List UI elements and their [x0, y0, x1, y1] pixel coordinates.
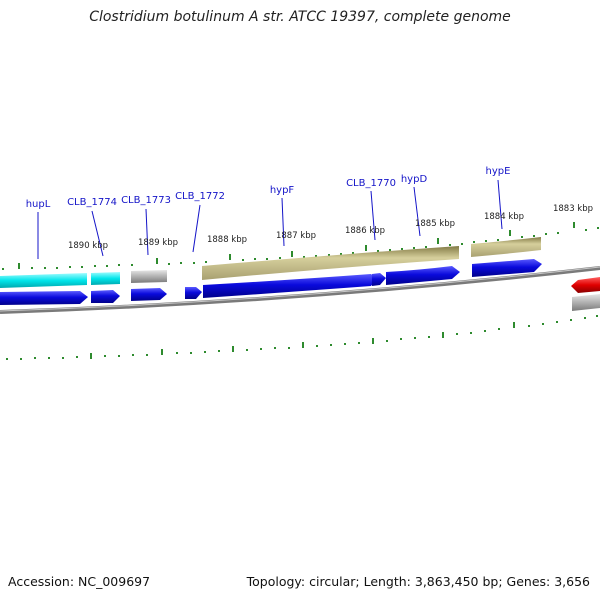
gene-label-hypf[interactable]: hypF: [270, 185, 295, 196]
gene-arrow-clb-1774[interactable]: [91, 290, 120, 303]
gene-arrow-clb-1770[interactable]: [372, 273, 386, 286]
gene-label-clb-1773[interactable]: CLB_1773: [121, 195, 171, 206]
genome-backbone-highlight: [0, 266, 600, 312]
genome-backbone: [0, 266, 600, 314]
cds-feature-hypf[interactable]: [202, 246, 459, 280]
cds-feature-clb-1774[interactable]: [91, 272, 120, 285]
gene-label-hypd[interactable]: hypD: [401, 174, 428, 185]
gene-label-clb-1770[interactable]: CLB_1770: [346, 178, 396, 189]
gene-label-clb-1774[interactable]: CLB_1774: [67, 197, 117, 208]
gene-label-hype[interactable]: hypE: [486, 166, 511, 177]
gene-label-leaders: [37, 179, 503, 259]
cds-feature-hype[interactable]: [471, 237, 541, 257]
upper-scale-major-ticks: [18, 222, 575, 269]
scale-label-1885-kbp: 1885 kbp: [415, 219, 455, 229]
scale-label-1889-kbp: 1889 kbp: [138, 238, 178, 248]
gene-arrow-reverse-red[interactable]: [571, 277, 600, 293]
gene-arrow-hype[interactable]: [472, 259, 542, 277]
gene-arrow-clb-1772[interactable]: [185, 287, 202, 299]
cds-feature-hupl[interactable]: [0, 273, 87, 288]
gene-label-clb-1772[interactable]: CLB_1772: [175, 191, 225, 202]
scale-label-1887-kbp: 1887 kbp: [276, 231, 316, 241]
upper-scale-dots: [2, 227, 599, 270]
gene-arrow-hypf[interactable]: [203, 274, 377, 298]
cds-feature-gray-right[interactable]: [572, 294, 600, 311]
scale-label-1886-kbp: 1886 kbp: [345, 226, 385, 236]
genome-title: Clostridium botulinum A str. ATCC 19397,…: [89, 9, 511, 25]
scale-label-1883-kbp: 1883 kbp: [553, 204, 593, 214]
gene-label-hupl[interactable]: hupL: [26, 199, 51, 210]
gene-arrow-hypd[interactable]: [386, 266, 460, 285]
scale-label-1888-kbp: 1888 kbp: [207, 235, 247, 245]
scale-label-1890-kbp: 1890 kbp: [68, 241, 108, 251]
lower-scale-major-ticks: [90, 322, 515, 359]
gene-arrow-hupl[interactable]: [0, 291, 88, 305]
scale-label-1884-kbp: 1884 kbp: [484, 212, 524, 222]
gene-arrow-clb-1773[interactable]: [131, 288, 167, 301]
accession-text: Accession: NC_009697: [8, 574, 151, 589]
cds-feature-clb-1773[interactable]: [131, 270, 167, 283]
lower-scale-dots: [6, 315, 598, 360]
genome-stats-text: Topology: circular; Length: 3,863,450 bp…: [246, 574, 590, 589]
